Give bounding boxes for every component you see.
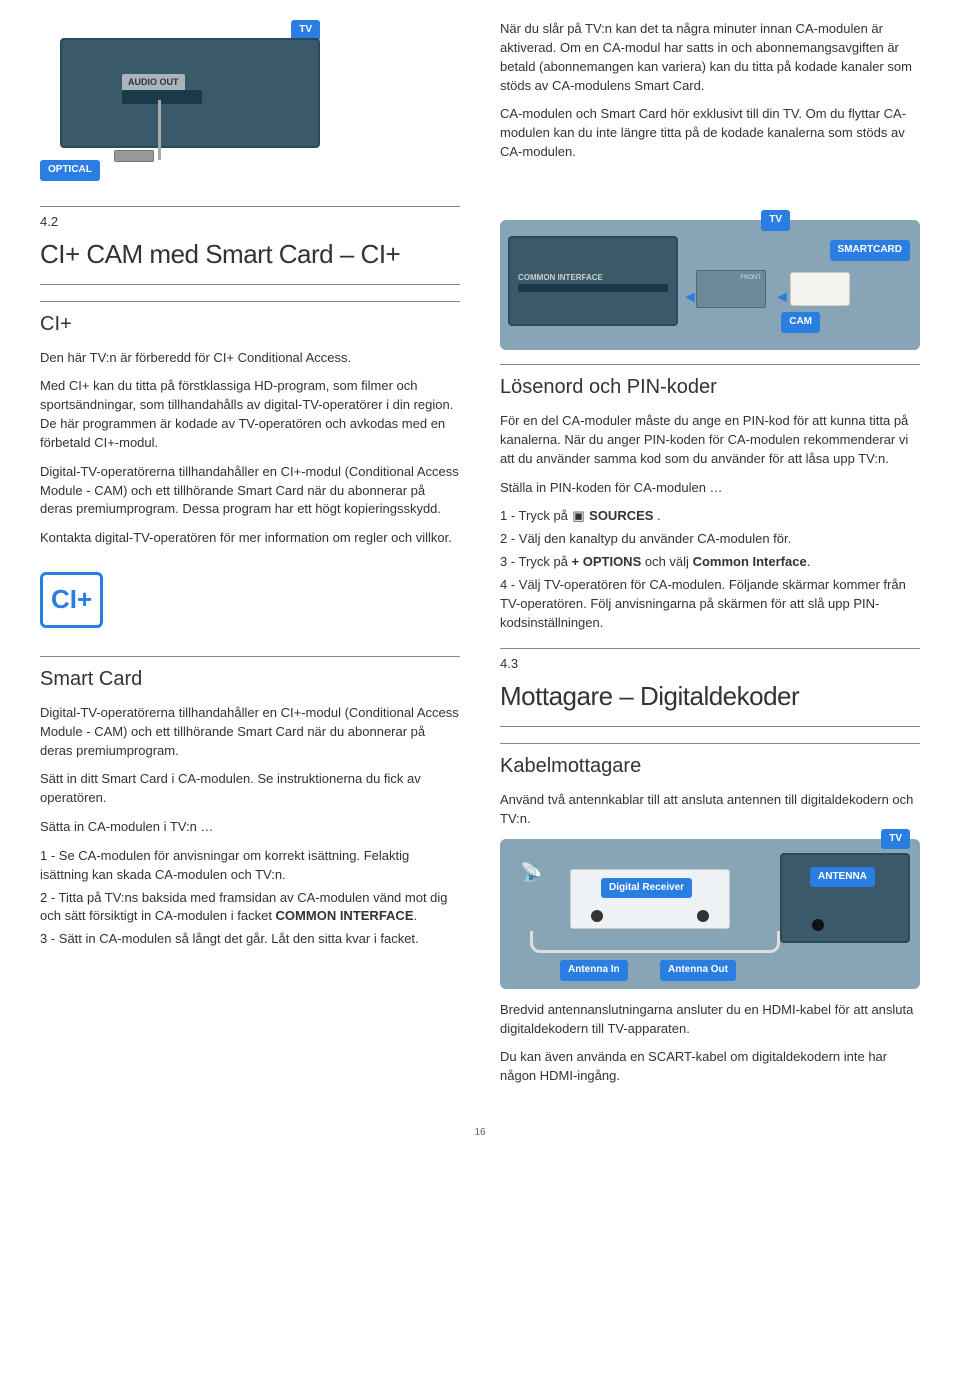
top-left-col: TV AUDIO OUT OPTICAL <box>40 20 460 190</box>
audio-out-diagram: TV AUDIO OUT OPTICAL <box>40 20 460 190</box>
main-row: 4.2 CI+ CAM med Smart Card – CI+ CI+ Den… <box>40 190 920 1096</box>
ci-p3: Digital-TV-operatörerna tillhandahåller … <box>40 463 460 520</box>
sc-step2-bold: COMMON INTERFACE <box>276 908 414 923</box>
pin-heading: Lösenord och PIN-koder <box>500 373 920 402</box>
plus-icon: + <box>572 554 580 569</box>
kabelmottagare-heading: Kabelmottagare <box>500 752 920 781</box>
pin-s3b: OPTIONS <box>579 554 645 569</box>
antenna-in-label: Antenna In <box>560 960 628 981</box>
pin-step3: 3 - Tryck på + OPTIONS och välj Common I… <box>500 553 920 572</box>
top-paragraph-1: När du slår på TV:n kan det ta några min… <box>500 20 920 95</box>
sources-icon: ▣ <box>572 507 586 526</box>
section-4-3-title: Mottagare – Digitaldekoder <box>500 678 920 716</box>
pin-s3c: och välj <box>645 554 693 569</box>
ci-slot-label: COMMON INTERFACE <box>518 272 603 284</box>
top-row: TV AUDIO OUT OPTICAL När du slår på TV:n… <box>40 20 920 190</box>
cam-front-text: FRONT <box>740 274 761 283</box>
cam-card: FRONT <box>696 270 766 308</box>
top-paragraph-2: CA-modulen och Smart Card hör exklusivt … <box>500 105 920 162</box>
sc-p2: Sätt in ditt Smart Card i CA-modulen. Se… <box>40 770 460 808</box>
arrow-icon: ◄ <box>682 286 698 309</box>
sc-step2: 2 - Titta på TV:ns baksida med framsidan… <box>40 889 460 927</box>
arrow-icon: ◄ <box>774 286 790 309</box>
digital-receiver-diagram: TV Digital Receiver ANTENNA 📡 Antenna In… <box>500 839 920 989</box>
sc-step2-end: . <box>414 908 418 923</box>
smartcard-graphic <box>790 272 850 306</box>
ci-plus-logo: CI+ <box>40 572 103 628</box>
smart-card-heading: Smart Card <box>40 665 460 694</box>
section-4-3-num: 4.3 <box>500 648 920 674</box>
top-right-col: När du slår på TV:n kan det ta några min… <box>500 20 920 190</box>
optical-label: OPTICAL <box>40 160 100 181</box>
sc-p1: Digital-TV-operatörerna tillhandahåller … <box>40 704 460 761</box>
antenna-badge: ANTENNA <box>810 867 875 888</box>
pin-step1: 1 - Tryck på ▣ SOURCES . <box>500 507 920 526</box>
ci-p1: Den här TV:n är förberedd för CI+ Condit… <box>40 349 460 368</box>
pin-s3end: . <box>807 554 811 569</box>
pin-step2: 2 - Välj den kanaltyp du använder CA-mod… <box>500 530 920 549</box>
left-column: 4.2 CI+ CAM med Smart Card – CI+ CI+ Den… <box>40 190 460 1096</box>
pin-step4: 4 - Välj TV-operatören för CA-modulen. F… <box>500 576 920 633</box>
dr-tv-badge: TV <box>881 829 910 850</box>
ci-tv-badge: TV <box>761 210 790 231</box>
page-number: 16 <box>40 1126 920 1141</box>
sc-step3: 3 - Sätt in CA-modulen så långt det går.… <box>40 930 460 949</box>
digital-receiver-label: Digital Receiver <box>601 878 692 899</box>
cam-badge: CAM <box>781 312 820 333</box>
ci-plus-heading: CI+ <box>40 310 460 339</box>
sc-step1: 1 - Se CA-modulen för anvisningar om kor… <box>40 847 460 885</box>
section-4-2-num: 4.2 <box>40 206 460 232</box>
sec43-p3: Du kan även använda en SCART-kabel om di… <box>500 1048 920 1086</box>
pin-s3bold: Common Interface <box>693 554 807 569</box>
ci-p2: Med CI+ kan du titta på förstklassiga HD… <box>40 377 460 452</box>
pin-s1a: 1 - Tryck på <box>500 508 572 523</box>
pin-p2: Ställa in PIN-koden för CA-modulen … <box>500 479 920 498</box>
pin-s1c: . <box>657 508 661 523</box>
common-interface-diagram: TV COMMON INTERFACE FRONT SMARTCARD CAM … <box>500 220 920 350</box>
ci-p4: Kontakta digital-TV-operatören för mer i… <box>40 529 460 548</box>
audio-out-label: AUDIO OUT <box>122 74 185 91</box>
smartcard-badge: SMARTCARD <box>830 240 910 261</box>
right-column: TV COMMON INTERFACE FRONT SMARTCARD CAM … <box>500 190 920 1096</box>
sec43-p2: Bredvid antennanslutningarna ansluter du… <box>500 1001 920 1039</box>
sec43-p1: Använd två antennkablar till att ansluta… <box>500 791 920 829</box>
pin-s1b: SOURCES <box>586 508 658 523</box>
antenna-out-label: Antenna Out <box>660 960 736 981</box>
sc-p3: Sätta in CA-modulen i TV:n … <box>40 818 460 837</box>
section-4-2-title: CI+ CAM med Smart Card – CI+ <box>40 236 460 274</box>
pin-p1: För en del CA-moduler måste du ange en P… <box>500 412 920 469</box>
pin-s3a: 3 - Tryck på <box>500 554 572 569</box>
antenna-icon: 📡 <box>520 859 542 885</box>
